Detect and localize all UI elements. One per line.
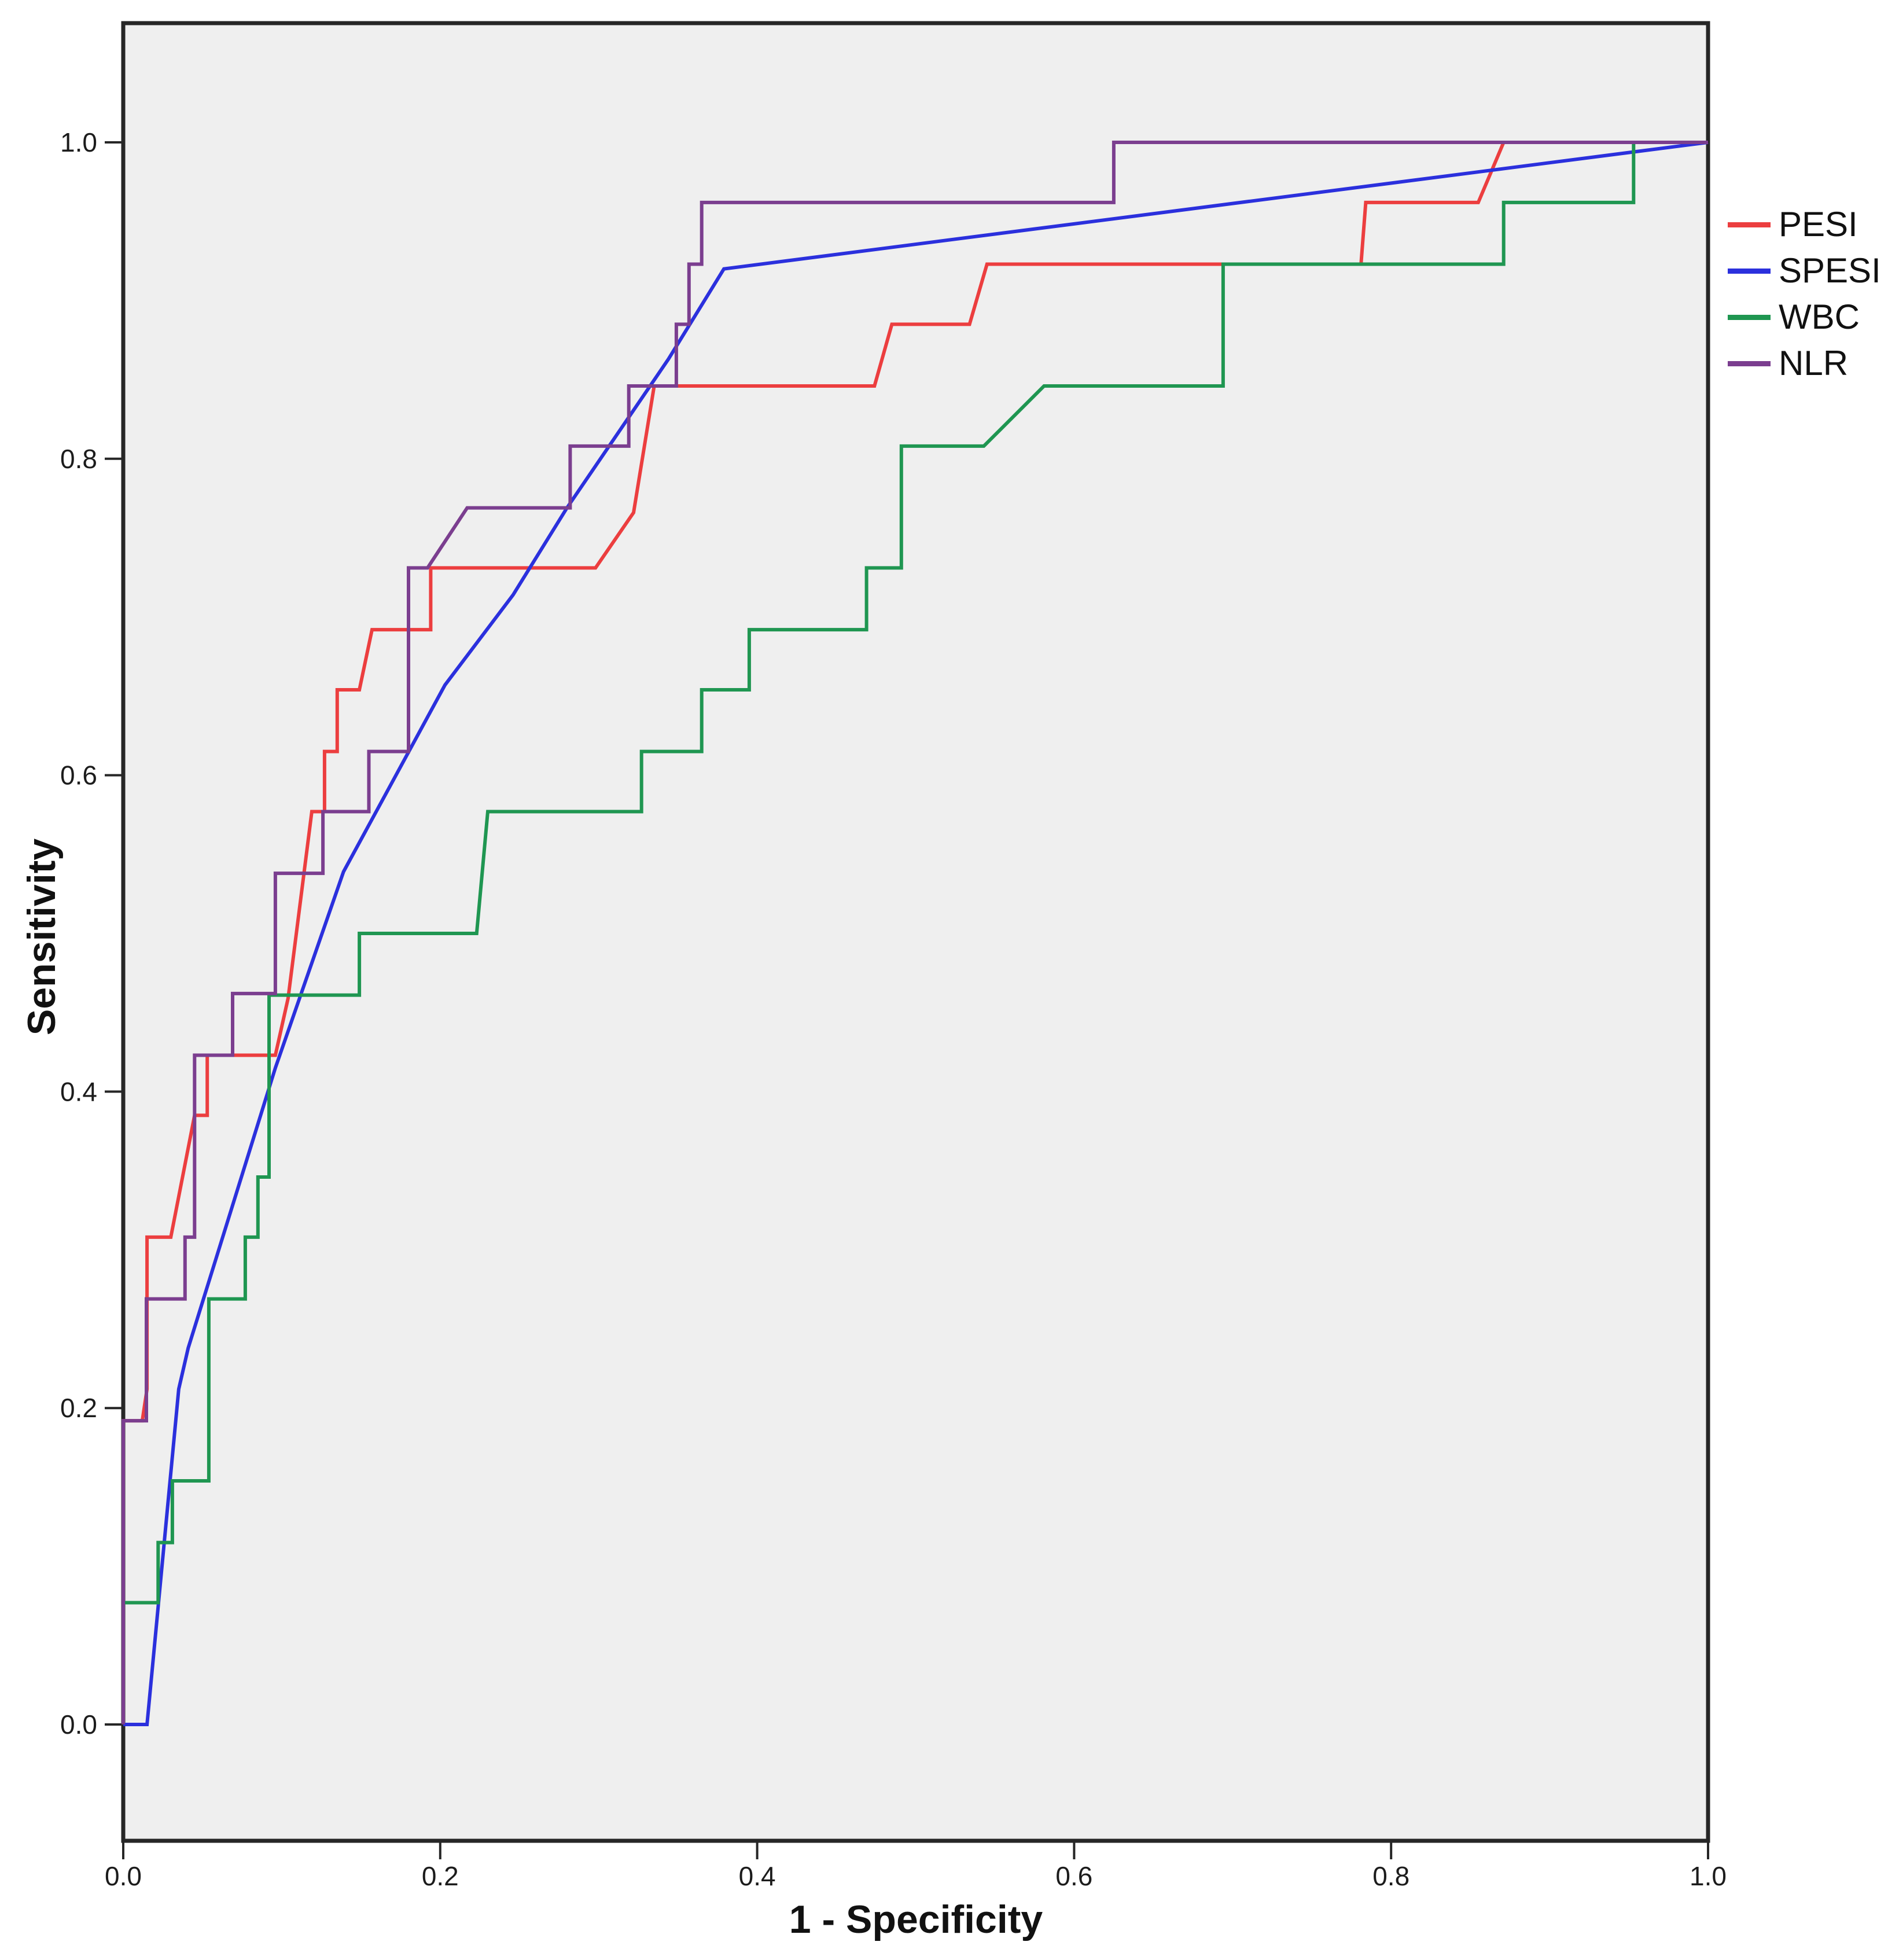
y-tick-label: 0.6	[60, 760, 97, 790]
legend-label-wbc: WBC	[1779, 297, 1860, 336]
legend-item-nlr: NLR	[1728, 340, 1896, 387]
legend-label-spesi: SPESI	[1779, 251, 1881, 290]
curve-nlr	[122, 141, 1708, 1724]
x-axis-title: 1 - Specificity	[789, 1898, 1043, 1941]
spesi-line-swatch-icon	[1728, 268, 1771, 274]
y-axis-title: Sensitivity	[20, 838, 64, 1036]
legend-item-pesi: PESI	[1728, 201, 1896, 248]
nlr-line-swatch-icon	[1728, 361, 1771, 366]
curve-wbc	[122, 141, 1708, 1724]
y-tick-label: 0.2	[60, 1393, 97, 1423]
legend-label-nlr: NLR	[1779, 344, 1849, 383]
pesi-line-swatch-icon	[1728, 222, 1771, 227]
y-tick-label: 0.0	[60, 1709, 97, 1740]
x-tick-label: 1.0	[1690, 1861, 1727, 1891]
x-tick-label: 0.2	[422, 1861, 459, 1891]
x-tick-label: 0.4	[739, 1861, 776, 1891]
legend: PESI SPESI WBC NLR	[1728, 201, 1896, 387]
y-tick-label: 0.8	[60, 444, 97, 474]
legend-item-spesi: SPESI	[1728, 248, 1896, 294]
y-tick-label: 0.4	[60, 1076, 97, 1106]
wbc-line-swatch-icon	[1728, 314, 1771, 320]
x-tick-label: 0.8	[1372, 1861, 1409, 1891]
legend-label-pesi: PESI	[1779, 205, 1858, 244]
curve-pesi	[122, 141, 1708, 1724]
y-tick-label: 1.0	[60, 127, 97, 157]
x-tick-label: 0.6	[1055, 1861, 1092, 1891]
legend-item-wbc: WBC	[1728, 294, 1896, 340]
x-tick-label: 0.0	[105, 1861, 142, 1891]
